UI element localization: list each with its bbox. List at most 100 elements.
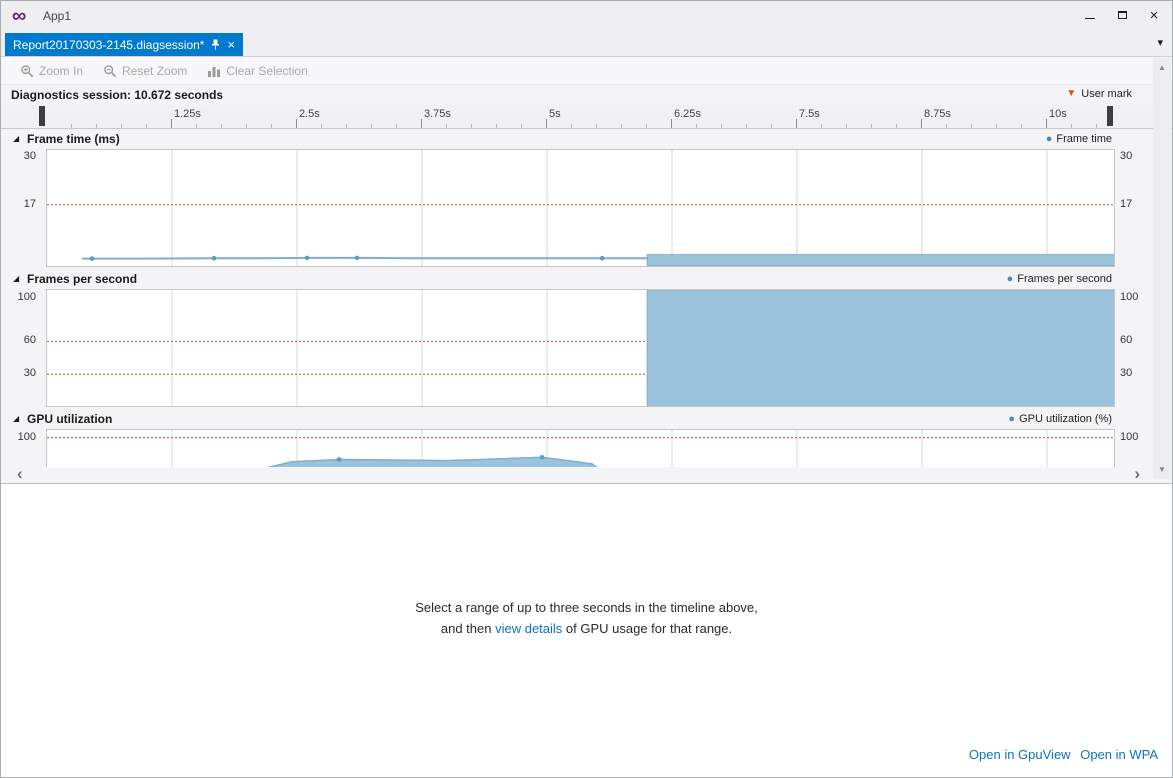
reset-zoom-label: Reset Zoom	[122, 63, 188, 78]
zoom-in-button[interactable]: Zoom In	[11, 60, 92, 82]
zoom-in-label: Zoom In	[39, 63, 84, 78]
ruler-minor-tick	[596, 124, 598, 128]
vertical-scrollbar[interactable]: ▲ ▼	[1153, 58, 1171, 479]
tab-list-dropdown-icon[interactable]: ▾	[1157, 37, 1163, 49]
clear-selection-button[interactable]: Clear Selection	[198, 60, 316, 82]
section-header-fps: ◢ Frames per second ● Frames per second	[1, 271, 1172, 289]
ruler-minor-tick	[496, 124, 498, 128]
open-in-wpa-link[interactable]: Open in WPA	[1080, 747, 1158, 762]
y-axis-label: 30	[23, 367, 36, 380]
instruction-line1: Select a range of up to three seconds in…	[415, 600, 758, 615]
fps-chart[interactable]	[46, 289, 1115, 407]
scroll-right-icon[interactable]: ›	[1134, 464, 1140, 483]
minimize-button[interactable]	[1074, 2, 1106, 28]
document-tab[interactable]: Report20170303-2145.diagsession* ×	[5, 33, 244, 56]
collapse-icon[interactable]: ◢	[13, 274, 20, 283]
section-title: GPU utilization	[27, 412, 113, 426]
ruler-minor-tick	[871, 124, 873, 128]
view-details-link[interactable]: view details	[495, 621, 563, 636]
legend-dot-icon: ●	[1045, 132, 1053, 145]
ruler-minor-tick	[196, 124, 198, 128]
details-pane: Select a range of up to three seconds in…	[1, 483, 1172, 777]
session-start-marker[interactable]	[39, 106, 45, 126]
legend-label: Frame time	[1056, 133, 1112, 145]
legend-dot-icon: ●	[1008, 412, 1016, 425]
ruler-minor-tick	[821, 124, 823, 128]
open-in-gpuview-link[interactable]: Open in GpuView	[968, 747, 1071, 762]
ruler-minor-tick	[1071, 124, 1073, 128]
window-title: App1	[43, 9, 72, 23]
fps-y-axis-right: 100 60 30	[1118, 289, 1152, 407]
collapse-icon[interactable]: ◢	[13, 414, 20, 423]
pin-icon[interactable]	[211, 39, 220, 50]
close-button[interactable]: ×	[1138, 2, 1170, 28]
reset-zoom-button[interactable]: Reset Zoom	[94, 60, 196, 82]
gpu-legend: ● GPU utilization (%)	[1008, 413, 1112, 425]
ruler-minor-tick	[346, 124, 348, 128]
y-axis-label: 100	[1120, 290, 1139, 303]
ruler-tick	[421, 119, 422, 128]
close-icon: ×	[1149, 6, 1159, 24]
ruler-minor-tick	[521, 124, 523, 128]
ruler-minor-tick	[321, 124, 323, 128]
y-axis-label: 100	[1120, 430, 1139, 443]
ruler-tick-label: 5s	[549, 108, 561, 120]
title-bar: ∞ App1 ×	[1, 1, 1172, 31]
y-axis-label: 30	[23, 150, 36, 163]
zoom-in-icon	[21, 64, 34, 77]
clear-selection-label: Clear Selection	[226, 63, 308, 78]
ruler-minor-tick	[121, 124, 123, 128]
collapse-icon[interactable]: ◢	[13, 134, 20, 143]
maximize-button[interactable]	[1106, 2, 1138, 28]
user-mark-label: User mark	[1081, 88, 1132, 100]
ruler-tick-label: 6.25s	[674, 108, 701, 120]
ruler-minor-tick	[971, 124, 973, 128]
y-axis-label: 17	[23, 197, 36, 210]
ruler-minor-tick	[571, 124, 573, 128]
section-title: Frames per second	[27, 272, 138, 286]
ruler-minor-tick	[896, 124, 898, 128]
ruler-tick	[546, 119, 547, 128]
instruction-line2-post: of GPU usage for that range.	[562, 621, 733, 636]
fps-legend: ● Frames per second	[1007, 273, 1112, 285]
ruler-tick-label: 2.5s	[299, 108, 320, 120]
ruler-minor-tick	[271, 124, 273, 128]
minimize-icon	[1085, 18, 1095, 19]
ruler-minor-tick	[471, 124, 473, 128]
tab-close-icon[interactable]: ×	[227, 37, 236, 52]
ruler-minor-tick	[396, 124, 398, 128]
gpu-y-axis-left: 100	[3, 429, 41, 467]
ruler-minor-tick	[696, 124, 698, 128]
gpu-utilization-chart[interactable]	[46, 429, 1115, 467]
scroll-up-icon[interactable]: ▲	[1158, 63, 1166, 72]
ruler-minor-tick	[646, 124, 648, 128]
document-tab-strip: Report20170303-2145.diagsession* × ▾	[1, 31, 1172, 57]
y-axis-label: 30	[1120, 367, 1133, 380]
ruler-tick-label: 8.75s	[924, 108, 951, 120]
fps-y-axis-left: 100 60 30	[3, 289, 41, 407]
section-header-gpu: ◢ GPU utilization ● GPU utilization (%)	[1, 411, 1172, 429]
diagnostics-timeline-region: Diagnostics session: 10.672 seconds ▼ Us…	[1, 85, 1172, 483]
y-axis-label: 60	[1120, 334, 1133, 347]
scroll-down-icon[interactable]: ▼	[1158, 465, 1166, 474]
session-end-marker[interactable]	[1107, 106, 1113, 126]
ruler-minor-tick	[721, 124, 723, 128]
ruler-minor-tick	[221, 124, 223, 128]
scroll-left-icon[interactable]: ‹	[17, 464, 23, 483]
maximize-icon	[1117, 11, 1127, 19]
frame-time-chart[interactable]	[46, 149, 1115, 267]
ruler-minor-tick	[1021, 124, 1023, 128]
legend-label: GPU utilization (%)	[1019, 413, 1112, 425]
session-duration-label: Diagnostics session: 10.672 seconds	[11, 88, 224, 102]
details-instructions: Select a range of up to three seconds in…	[1, 597, 1172, 639]
ruler-minor-tick	[96, 124, 97, 128]
y-axis-label: 17	[1120, 197, 1133, 210]
ruler-tick	[171, 119, 172, 128]
ruler-tick-label: 3.75s	[424, 108, 451, 120]
y-axis-label: 60	[23, 334, 36, 347]
timeline-ruler[interactable]: 1.25s 2.5s 3.75s 5s 6.25s 7.5s 8.75s 10s	[1, 105, 1172, 129]
ruler-tick-label: 10s	[1049, 108, 1067, 120]
ruler-tick	[296, 119, 297, 128]
ruler-minor-tick	[746, 124, 748, 128]
